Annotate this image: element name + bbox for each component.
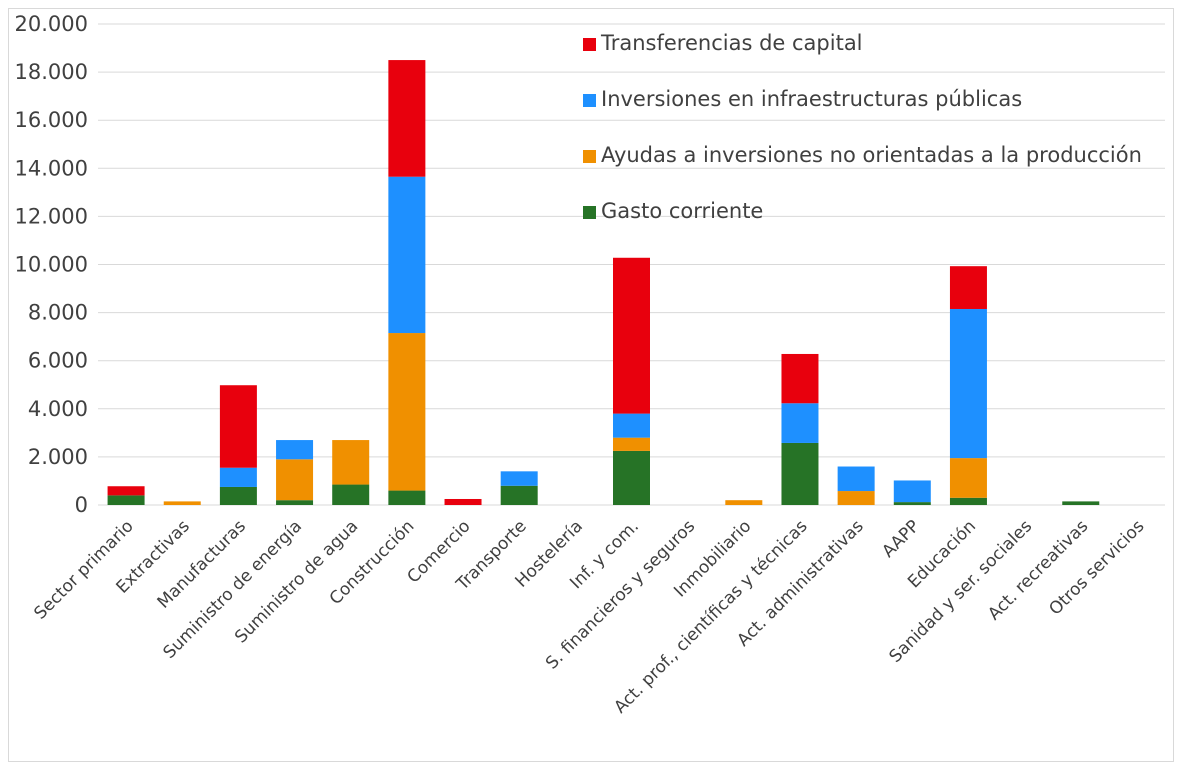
legend-label: Gasto corriente: [601, 199, 763, 223]
bar-segment: [332, 440, 369, 484]
bar-segment: [388, 60, 425, 177]
y-tick-label: 20.000: [15, 12, 88, 36]
x-tick-label: Sector primario: [30, 516, 137, 623]
bar-segment: [501, 471, 538, 485]
bars: [108, 60, 1100, 505]
bar-segment: [725, 500, 762, 505]
bar-segment: [276, 459, 313, 500]
y-tick-label: 18.000: [15, 60, 88, 84]
y-tick-label: 6.000: [28, 349, 88, 373]
bar-segment: [388, 333, 425, 491]
bar-segment: [108, 486, 145, 495]
bar-segment: [501, 486, 538, 505]
bar-segment: [613, 258, 650, 414]
bar-segment: [613, 451, 650, 505]
legend-label: Transferencias de capital: [600, 31, 863, 55]
legend-swatch: [583, 206, 596, 219]
y-tick-label: 10.000: [15, 253, 88, 277]
y-tick-label: 14.000: [15, 156, 88, 180]
bar-segment: [894, 480, 931, 502]
bar-segment: [613, 438, 650, 451]
y-tick-label: 4.000: [28, 397, 88, 421]
x-tick-label: AAPP: [878, 516, 923, 561]
y-tick-label: 0: [75, 493, 88, 517]
bar-segment: [781, 354, 818, 403]
bar-segment: [388, 491, 425, 505]
bar-segment: [388, 177, 425, 333]
x-axis: Sector primarioExtractivasManufacturasSu…: [30, 516, 1148, 717]
bar-segment: [613, 414, 650, 438]
bar-segment: [950, 498, 987, 505]
bar-segment: [276, 500, 313, 505]
bar-segment: [164, 501, 201, 505]
x-tick-label: Act. recreativas: [984, 516, 1092, 624]
legend: Transferencias de capital Inversiones en …: [583, 31, 1142, 223]
bar-segment: [781, 443, 818, 505]
x-tick-label: Otros servicios: [1045, 516, 1148, 619]
y-tick-label: 8.000: [28, 301, 88, 325]
bar-segment: [445, 499, 482, 505]
bar-segment: [950, 266, 987, 309]
bar-segment: [894, 502, 931, 505]
legend-label: Ayudas a inversiones no orientadas a la …: [601, 143, 1142, 167]
bar-segment: [220, 385, 257, 467]
bar-segment: [838, 467, 875, 492]
legend-swatch: [583, 38, 596, 51]
y-tick-label: 2.000: [28, 445, 88, 469]
bar-segment: [220, 468, 257, 487]
legend-swatch: [583, 94, 596, 107]
bar-segment: [108, 495, 145, 505]
legend-label: Inversiones en infraestructuras públicas: [601, 87, 1022, 111]
bar-segment: [781, 403, 818, 443]
bar-segment: [950, 458, 987, 498]
y-tick-label: 12.000: [15, 204, 88, 228]
bar-segment: [332, 485, 369, 505]
y-tick-label: 16.000: [15, 108, 88, 132]
bar-segment: [838, 491, 875, 505]
bar-segment: [1062, 501, 1099, 505]
bar-segment: [220, 487, 257, 505]
bar-segment: [276, 440, 313, 459]
legend-swatch: [583, 150, 596, 163]
bar-segment: [950, 309, 987, 458]
